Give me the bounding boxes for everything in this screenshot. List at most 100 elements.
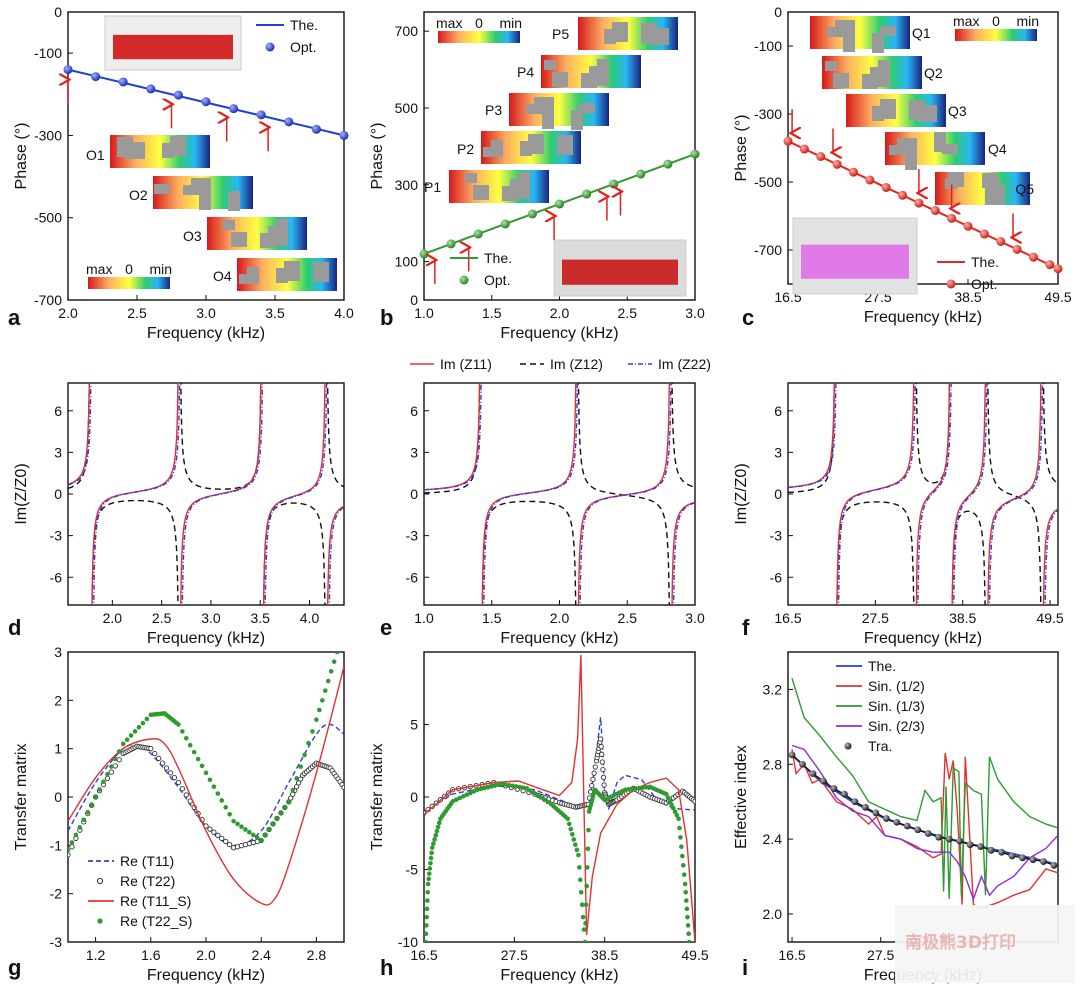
x-tick-label: 27.5: [501, 947, 528, 963]
series-re-t22-s-marker: [97, 787, 102, 792]
x-tick-label: 2.5: [152, 610, 172, 626]
series-re-t22-s-marker: [425, 889, 431, 895]
field-map-wall: [520, 141, 532, 156]
x-tick-label: 1.6: [141, 947, 161, 963]
x-tick-label: 1.2: [86, 947, 106, 963]
panel-label: d: [8, 615, 21, 640]
field-map-wall: [231, 232, 247, 247]
series-re-t22-s-marker: [665, 795, 671, 800]
x-tick-label: 4.0: [334, 305, 354, 321]
x-tick-label: 2.5: [127, 305, 147, 321]
series-re-t22-marker: [152, 750, 158, 757]
series-re-t22-marker: [104, 775, 111, 782]
series-re-t22-marker: [601, 782, 607, 788]
inset-label: O4: [213, 268, 232, 284]
legend-label: The.: [290, 17, 318, 33]
x-tick-label: 2.0: [196, 947, 216, 963]
series-tra-marker: [788, 751, 796, 759]
field-map-wall: [889, 145, 905, 155]
field-map-wall: [917, 112, 937, 122]
colorbar-mid-label: 0: [992, 13, 1000, 29]
series-re-t22-s-marker: [424, 923, 429, 928]
field-map-wall: [880, 26, 896, 36]
series-re-t22-s-marker: [195, 756, 201, 762]
x-tick-label: 1.5: [482, 610, 502, 626]
field-map-wall: [597, 59, 609, 69]
series-re-t22-s-marker: [678, 835, 683, 840]
field-map-wall: [125, 149, 145, 159]
series-re-t22-marker: [175, 779, 182, 786]
series-re-t22-s-marker: [89, 802, 94, 807]
series-re-t22-s-marker: [274, 816, 280, 821]
series-re-t11-s: [424, 654, 695, 942]
y-tick-label: -3: [406, 528, 419, 544]
x-tick-label: 27.5: [867, 947, 894, 963]
y-tick-label: -2: [50, 886, 63, 902]
series-re-t22-marker: [600, 767, 606, 773]
series-re-t22-s-marker: [266, 827, 272, 832]
field-map-wall: [313, 262, 329, 282]
field-map-wall: [473, 185, 489, 200]
y-axis-label: Phase (°): [733, 115, 750, 182]
series-re-t22-s-marker: [124, 737, 130, 742]
panel-label: b: [380, 305, 393, 330]
x-tick-label: 3.5: [265, 305, 285, 321]
y-tick-label: 6: [410, 403, 418, 419]
series-re-t22-s-marker: [219, 798, 225, 803]
series-re-t22-s-marker: [478, 786, 484, 792]
x-tick-label: 3.0: [196, 305, 216, 321]
field-map-wall: [518, 172, 530, 182]
legend-label: Im (Z11): [440, 356, 492, 372]
y-tick-label: -10: [398, 934, 418, 950]
series-im-z11: [424, 383, 695, 605]
legend-label: Re (T11): [120, 853, 174, 869]
y-tick-label: 2: [54, 692, 62, 708]
measured-point: [848, 167, 858, 177]
watermark-text: 南极熊3D打印: [905, 933, 1016, 953]
series-re-t22-s-marker: [534, 792, 540, 798]
y-tick-label: 2.0: [763, 906, 783, 922]
series-re-t22-s-marker: [77, 825, 83, 830]
panel-d: d Frequency (kHz) Im(Z/Z0) 2.0 2.5 3.0 3.5 4.0 6…: [8, 382, 345, 647]
field-map-wall: [905, 150, 917, 170]
y-tick-label: -300: [754, 106, 782, 122]
series-re-t22-s-marker: [684, 898, 689, 903]
series-re-t22-s-marker: [286, 799, 292, 805]
impedance-legend: Im (Z11) Im (Z12) Im (Z22): [410, 356, 711, 372]
series-re-t22-marker: [211, 829, 217, 835]
series-re-t22-s-marker: [314, 717, 319, 722]
measured-point: [339, 130, 349, 140]
series-re-t22-marker: [183, 792, 189, 798]
sample-photo-body: [562, 259, 678, 285]
colorbar: [88, 277, 170, 289]
field-map-wall: [982, 173, 998, 188]
series-re-t22-s-marker: [583, 902, 589, 908]
series-re-t22-s-marker: [450, 799, 456, 804]
field-map-wall: [239, 274, 259, 284]
series-re-t22-s-marker: [573, 842, 578, 847]
field-map-wall: [117, 137, 133, 157]
panel-f: f Frequency (kHz) Im(Z/Z0) 16.5 27.5 38.5 49.5…: [733, 382, 1064, 647]
series-re-t22-s-marker: [568, 826, 574, 832]
legend-point-swatch: [946, 279, 956, 289]
series-re-t22-s-marker: [425, 898, 430, 903]
series-re-t22-s-marker: [176, 722, 181, 727]
series-re-t22-s-marker: [584, 883, 590, 889]
series-re-t22-s-marker: [566, 821, 572, 827]
measured-point: [865, 175, 875, 185]
sample-photo-body: [113, 34, 233, 60]
series-re-t22-s-marker: [294, 776, 299, 781]
series-re-t22-s-marker: [585, 846, 591, 852]
measured-point: [898, 190, 908, 200]
series-re-t22-marker: [341, 784, 344, 790]
field-map-wall: [909, 100, 925, 120]
series-im-z12: [788, 383, 1058, 605]
series-re-t22-s-marker: [633, 786, 639, 791]
y-tick-label: -700: [34, 292, 62, 308]
series-re-t22-s-marker: [262, 832, 268, 838]
series-re-t22-s-marker: [468, 790, 473, 796]
y-tick-label: 0: [410, 486, 418, 502]
series-re-t22-s-marker: [247, 829, 252, 835]
series-re-t22-s-marker: [282, 805, 288, 810]
series-tra-marker: [882, 815, 890, 822]
